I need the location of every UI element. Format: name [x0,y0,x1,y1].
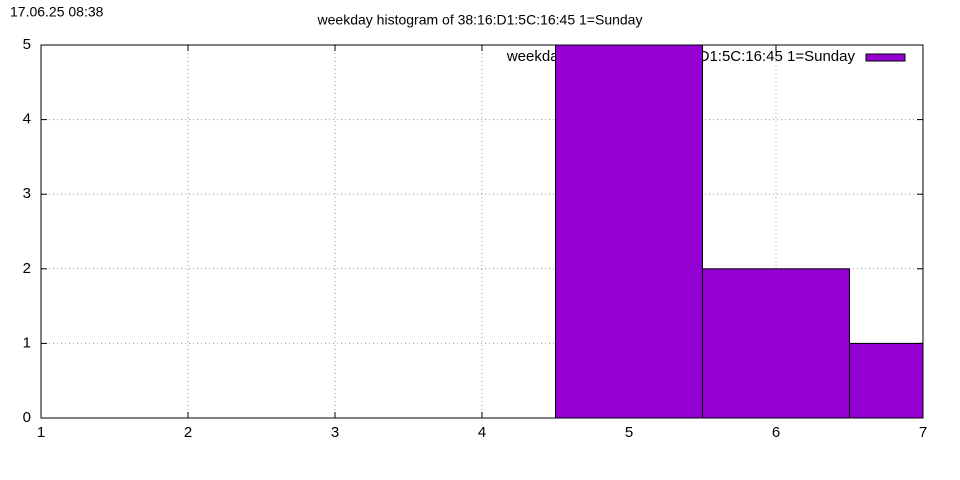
x-tick-label: 2 [184,424,192,441]
timestamp: 17.06.25 08:38 [10,4,104,20]
x-tick-label: 5 [625,424,633,441]
y-tick-label: 2 [23,260,31,277]
chart-title: weekday histogram of 38:16:D1:5C:16:45 1… [317,12,643,28]
plot-border [40,44,924,419]
y-tick-label: 5 [23,36,31,53]
y-tick-label: 4 [23,111,31,128]
x-tick-label: 6 [772,424,780,441]
x-tick-label: 1 [37,424,45,441]
bar [702,268,850,418]
y-tick-label: 0 [23,409,31,426]
legend-swatch [865,53,906,62]
x-tick-label: 7 [919,424,927,441]
bar [849,342,923,418]
y-tick-label: 3 [23,185,31,202]
x-tick-label: 4 [478,424,486,441]
x-tick-label: 3 [331,424,339,441]
bars [555,45,923,418]
y-tick-label: 1 [23,334,31,351]
bar [555,45,703,418]
